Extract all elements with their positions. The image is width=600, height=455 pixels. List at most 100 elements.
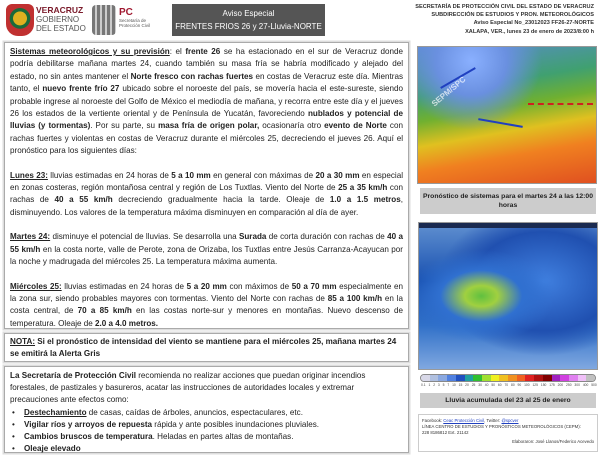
colorbar-swatch (586, 375, 595, 381)
forecast-paragraph: Martes 24: disminuye el potencial de llu… (10, 231, 403, 268)
colorbar-swatch (421, 375, 430, 381)
text-segment: ubicado sobre el noroeste del país, se m… (10, 84, 404, 119)
colorbar-swatch (490, 375, 500, 381)
colorbar-swatch (577, 375, 587, 381)
recommendation-item: Vigilar ríos y arroyos de repuesta rápid… (10, 419, 403, 431)
text-segment: lluvias estimadas en 24 horas de (61, 281, 187, 291)
colorbar-label: 1 (428, 383, 431, 387)
text-segment: con rachas de (10, 183, 403, 205)
text-segment: . Por su parte, su (90, 121, 159, 131)
colorbar-swatch (499, 375, 509, 381)
accumulated-rain-map (418, 222, 598, 370)
text-segment: ocasionaría otro (259, 121, 325, 131)
colorbar-swatch (464, 375, 474, 381)
colorbar-label: 60 (497, 383, 502, 387)
colorbar-label: 100 (524, 383, 530, 387)
forecast-text-box: Sistemas meteorológicos y su previsión: … (4, 42, 409, 329)
colorbar-label: 500 (591, 383, 597, 387)
forecast-paragraph: Sistemas meteorológicos y su previsión: … (10, 46, 403, 158)
text-segment: 40 a 55 km/h (54, 195, 113, 205)
recommendations-box: La Secretaría de Protección Civil recomi… (4, 366, 409, 455)
recommendation-item: Cambios bruscos de temperatura. Heladas … (10, 431, 403, 443)
colorbar-swatch (455, 375, 465, 381)
colorbar-label: 90 (517, 383, 522, 387)
colorbar-label: 3 (437, 383, 440, 387)
colorbar-label: 0.1 (421, 383, 426, 387)
colorbar-label: 175 (549, 383, 555, 387)
forecast-paragraph: Miércoles 25: lluvias estimadas en 24 ho… (10, 281, 403, 331)
text-segment: 25 a 35 km/h (338, 183, 388, 193)
recommendation-list: Destechamiento de casas, caídas de árbol… (10, 407, 403, 455)
text-segment: decreciendo gradualmente hacia la tarde.… (112, 195, 330, 205)
colorbar-label: 50 (491, 383, 496, 387)
text-segment: 5 a 10 mm (171, 170, 211, 180)
colorbar-label: 10 (452, 383, 456, 387)
colorbar-swatch (481, 375, 491, 381)
issuer-info: SECRETARÍA DE PROTECCIÓN CIVIL DEL ESTAD… (415, 4, 594, 35)
colorbar-swatch (551, 375, 561, 381)
colorbar-label: 15 (458, 383, 463, 387)
colorbar-swatch (568, 375, 578, 381)
text-segment: Miércoles 25: (10, 281, 62, 291)
veracruz-logo-text: VERACRUZ GOBIERNO DEL ESTADO (36, 5, 86, 34)
colorbar-swatch (534, 375, 543, 381)
document-title: Aviso Especial FRENTES FRIOS 26 y 27-Lluv… (172, 4, 325, 36)
veracruz-coat-of-arms-logo (6, 4, 34, 36)
text-segment: Surada (238, 232, 267, 242)
text-segment: en general con máximas de (210, 170, 316, 180)
note-box: NOTA: Si el pronóstico de intensidad del… (4, 333, 409, 362)
cold-front-line (478, 118, 523, 128)
colorbar-swatch (560, 375, 569, 381)
warm-front-line (528, 103, 593, 105)
text-segment: de corta duración con rachas de (266, 232, 388, 242)
colorbar-label: 250 (566, 383, 572, 387)
colorbar-label: 25 (471, 383, 476, 387)
text-segment: 70 a 85 km/h (77, 306, 132, 316)
text-segment: nuevo frente frío 27 (42, 84, 120, 94)
colorbar-labels: 0.1 1 2 3 5 7 10 15 20 25 30 40 50 60 70 80 90 100 125 150 1… (421, 383, 597, 387)
text-segment: Norte fresco con rachas fuertes (130, 71, 254, 81)
colorbar-label: 30 (478, 383, 482, 387)
map2-caption: Lluvia acumulada del 23 al 25 de enero (420, 393, 596, 408)
facebook-link[interactable]: Ceac Protección Civil (443, 418, 485, 423)
text-segment: evento de Norte (324, 121, 387, 131)
text-segment: se ha estacionado en el sur de Veracruz … (10, 47, 404, 81)
text-segment: 85 a 100 km/h (327, 293, 383, 303)
text-segment: en costas de Veracruz este día. Mientras… (10, 71, 403, 94)
pc-building-logo (92, 5, 116, 35)
colorbar-label: 300 (574, 383, 580, 387)
twitter-link[interactable]: @spcver (501, 418, 519, 423)
colorbar-label: 400 (582, 383, 589, 387)
map1-caption: Pronóstico de sistemas para el martes 24… (420, 188, 596, 214)
text-segment: , disminuyendo. Los valores de la temper… (10, 195, 403, 217)
colorbar-swatch (447, 375, 456, 381)
colorbar-label: 200 (557, 383, 564, 387)
colorbar-swatch (473, 375, 482, 381)
rain-colorbar (420, 374, 596, 382)
colorbar-label: 40 (484, 383, 489, 387)
text-segment: en las costas norte-sur y menores en mon… (10, 306, 403, 328)
text-segment: 5 a 20 mm (186, 281, 227, 291)
text-segment: Lunes 23: (10, 170, 48, 180)
map-watermark: SEPM/SPC (429, 74, 468, 109)
colorbar-label: 150 (540, 383, 547, 387)
colorbar-label: 80 (510, 383, 515, 387)
text-segment: : el (169, 47, 186, 56)
text-segment: masa fría de origen polar, (158, 121, 260, 131)
colorbar-swatch (438, 375, 448, 381)
text-segment: Sistemas meteorológicos y su previsión (10, 47, 170, 56)
text-segment: en la costa norte, valle de Perote, zona… (10, 244, 403, 267)
text-segment: Martes 24: (10, 232, 51, 242)
colorbar-swatch (516, 375, 526, 381)
colorbar-label: 70 (504, 383, 509, 387)
text-segment: especialmente en la zona sur, siendo pro… (10, 281, 403, 303)
colorbar-swatch (508, 375, 517, 381)
text-segment: frente 26 (185, 47, 221, 56)
colorbar-swatch (525, 375, 535, 381)
header: VERACRUZ GOBIERNO DEL ESTADO PC Secretaría … (0, 0, 600, 42)
map-title-bar (419, 223, 597, 228)
colorbar-swatch (429, 375, 439, 381)
colorbar-label: 20 (465, 383, 469, 387)
text-segment: con máximos de (226, 281, 292, 291)
recommendation-item: Destechamiento de casas, caídas de árbol… (10, 407, 403, 419)
